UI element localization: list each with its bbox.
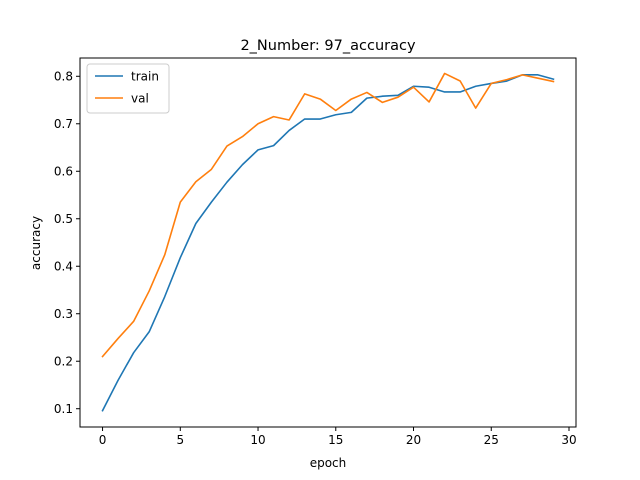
x-tick-label: 0 — [99, 433, 107, 447]
y-axis-label: accuracy — [29, 216, 43, 270]
series-line-val — [101, 72, 555, 358]
x-tick-label: 10 — [250, 433, 265, 447]
series-line-train — [101, 74, 555, 412]
y-tick-label: 0.1 — [54, 402, 73, 416]
axes-frame — [79, 57, 577, 428]
series-layer — [101, 72, 555, 412]
legend: train val — [86, 63, 170, 114]
legend-label-train: train — [131, 70, 159, 84]
plot-area — [80, 58, 576, 427]
ticks-layer: 0 5 10 15 20 25 30 0.1 0.2 0.3 0.4 0.5 0.6 0.7 0.8 — [54, 70, 577, 447]
y-tick-label: 0.4 — [54, 260, 73, 274]
y-tick-label: 0.8 — [54, 70, 73, 84]
chart-title: 2_Number: 97_accuracy — [240, 38, 416, 54]
x-tick-label: 15 — [328, 433, 343, 447]
x-tick-label: 20 — [406, 433, 421, 447]
x-tick-label: 30 — [561, 433, 576, 447]
axes-border — [79, 57, 577, 428]
y-tick-label: 0.2 — [54, 355, 73, 369]
x-tick-label: 25 — [484, 433, 499, 447]
y-tick-label: 0.7 — [54, 117, 73, 131]
x-axis-label: epoch — [310, 456, 347, 470]
plot-background — [80, 58, 576, 427]
y-tick-label: 0.5 — [54, 212, 73, 226]
y-tick-label: 0.6 — [54, 165, 73, 179]
y-tick-label: 0.3 — [54, 307, 73, 321]
x-tick-label: 5 — [176, 433, 184, 447]
legend-label-val: val — [131, 92, 149, 106]
